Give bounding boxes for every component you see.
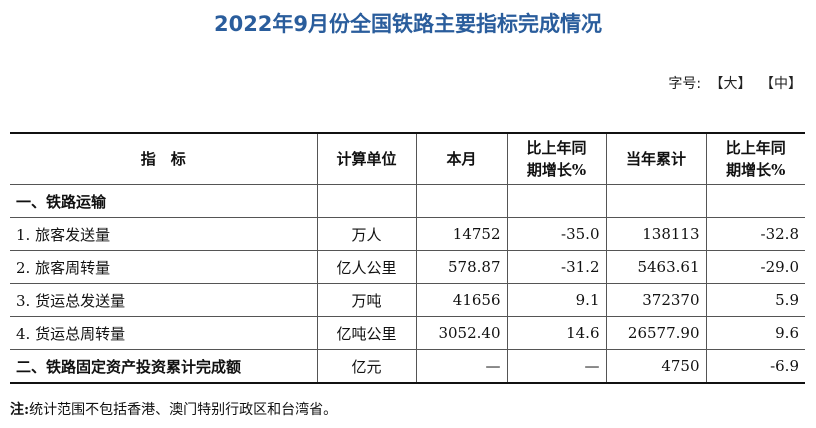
row-ytd-growth: 9.6 bbox=[705, 316, 805, 350]
row-ytd-growth: -6.9 bbox=[705, 349, 805, 384]
row-name: 4. 货运总周转量 bbox=[10, 316, 318, 350]
header-month-growth: 比上年同 期增长% bbox=[506, 132, 607, 185]
indicator-table: 指 标 计算单位 本月 比上年同 期增长% 当年累计 比上年同 期增长% 一、铁… bbox=[10, 132, 805, 384]
row-ytd: 5463.61 bbox=[605, 250, 707, 284]
row-ytd-growth: 5.9 bbox=[705, 283, 805, 317]
row-month: 14752 bbox=[415, 217, 508, 251]
row-name: 1. 旅客发送量 bbox=[10, 217, 318, 251]
row-ytd-growth bbox=[705, 184, 805, 218]
row-month-growth: -35.0 bbox=[506, 217, 607, 251]
row-unit: 亿元 bbox=[316, 349, 417, 384]
row-ytd: 26577.90 bbox=[605, 316, 707, 350]
header-unit: 计算单位 bbox=[316, 132, 417, 185]
row-name: 一、铁路运输 bbox=[10, 184, 318, 218]
table-row: 4. 货运总周转量 亿吨公里 3052.40 14.6 26577.90 9.6 bbox=[10, 316, 805, 350]
row-month-growth: 14.6 bbox=[506, 316, 607, 350]
font-size-large-link[interactable]: 【大】 bbox=[709, 76, 752, 92]
footnote: 注:统计范围不包括香港、澳门特别行政区和台湾省。 bbox=[10, 399, 337, 419]
table-row: 3. 货运总发送量 万吨 41656 9.1 372370 5.9 bbox=[10, 283, 805, 317]
row-ytd bbox=[605, 184, 707, 218]
row-name: 二、铁路固定资产投资累计完成额 bbox=[10, 349, 318, 384]
row-month-growth: -31.2 bbox=[506, 250, 607, 284]
header-ytd-growth: 比上年同 期增长% bbox=[705, 132, 805, 185]
row-ytd: 138113 bbox=[605, 217, 707, 251]
row-ytd-growth: -29.0 bbox=[705, 250, 805, 284]
row-unit: 万人 bbox=[316, 217, 417, 251]
header-ytd-growth-line1: 比上年同 bbox=[725, 139, 786, 157]
row-name: 3. 货运总发送量 bbox=[10, 283, 318, 317]
row-ytd: 4750 bbox=[605, 349, 707, 384]
row-month: 41656 bbox=[415, 283, 508, 317]
table-row: 一、铁路运输 bbox=[10, 184, 805, 218]
font-size-selector: 字号: 【大】 【中】 bbox=[668, 73, 802, 93]
row-month: 578.87 bbox=[415, 250, 508, 284]
row-unit: 亿人公里 bbox=[316, 250, 417, 284]
header-ytd: 当年累计 bbox=[605, 132, 707, 185]
row-month: 3052.40 bbox=[415, 316, 508, 350]
row-month: — bbox=[415, 349, 508, 384]
table-row: 1. 旅客发送量 万人 14752 -35.0 138113 -32.8 bbox=[10, 217, 805, 251]
font-size-medium-link[interactable]: 【中】 bbox=[760, 76, 802, 92]
row-month-growth: 9.1 bbox=[506, 283, 607, 317]
footnote-text: 统计范围不包括香港、澳门特别行政区和台湾省。 bbox=[29, 402, 338, 418]
header-month-growth-line2: 期增长% bbox=[526, 161, 587, 179]
header-month: 本月 bbox=[415, 132, 508, 185]
header-month-growth-line1: 比上年同 bbox=[526, 139, 587, 157]
table-header-row: 指 标 计算单位 本月 比上年同 期增长% 当年累计 比上年同 期增长% bbox=[10, 132, 805, 185]
table-row: 二、铁路固定资产投资累计完成额 亿元 — — 4750 -6.9 bbox=[10, 349, 805, 384]
row-unit: 万吨 bbox=[316, 283, 417, 317]
row-name: 2. 旅客周转量 bbox=[10, 250, 318, 284]
row-month-growth: — bbox=[506, 349, 607, 384]
page-title: 2022年9月份全国铁路主要指标完成情况 bbox=[213, 12, 603, 36]
row-unit: 亿吨公里 bbox=[316, 316, 417, 350]
row-ytd: 372370 bbox=[605, 283, 707, 317]
table-row: 2. 旅客周转量 亿人公里 578.87 -31.2 5463.61 -29.0 bbox=[10, 250, 805, 284]
footnote-label: 注: bbox=[10, 402, 30, 418]
header-indicator: 指 标 bbox=[10, 132, 318, 185]
row-ytd-growth: -32.8 bbox=[705, 217, 805, 251]
row-unit bbox=[316, 184, 417, 218]
row-month-growth bbox=[506, 184, 607, 218]
font-size-label: 字号: bbox=[668, 76, 702, 92]
row-month bbox=[415, 184, 508, 218]
header-ytd-growth-line2: 期增长% bbox=[726, 161, 786, 179]
